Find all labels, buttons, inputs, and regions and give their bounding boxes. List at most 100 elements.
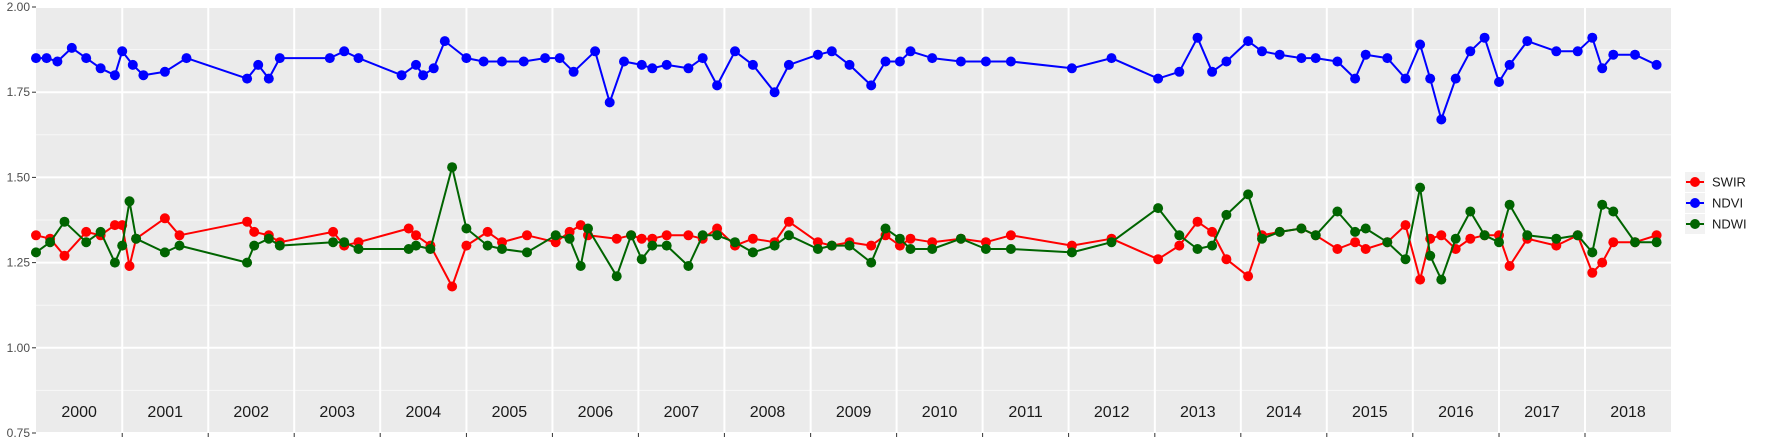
year-label: 2016 [1438, 404, 1474, 421]
data-point-ndvi [396, 70, 407, 81]
data-point-ndwi [1504, 199, 1515, 210]
data-point-swir [1608, 237, 1619, 248]
data-point-ndwi [1415, 182, 1426, 193]
data-point-swir [159, 213, 170, 224]
data-point-ndvi [1274, 49, 1285, 60]
data-point-swir [1332, 244, 1343, 254]
data-point-ndwi [1551, 233, 1562, 244]
data-point-ndvi [826, 46, 837, 57]
data-point-ndvi [1425, 73, 1436, 84]
data-point-swir [1360, 244, 1371, 254]
data-point-ndwi [249, 240, 260, 251]
data-point-ndvi [52, 56, 63, 67]
grid-minor [36, 49, 1671, 391]
data-point-ndwi [1174, 230, 1185, 241]
data-point-swir [1651, 230, 1662, 241]
data-point-ndwi [1310, 230, 1321, 241]
data-point-ndwi [812, 244, 823, 254]
data-point-ndwi [411, 240, 421, 251]
data-point-swir [174, 230, 185, 241]
data-point-ndvi [1153, 73, 1164, 84]
data-point-ndwi [95, 226, 106, 237]
data-point-ndwi [1332, 206, 1343, 217]
data-point-ndwi [611, 271, 622, 282]
legend-item-ndvi: NDVI [1685, 193, 1743, 213]
data-point-ndwi [263, 233, 274, 244]
data-point-ndvi [1494, 77, 1504, 87]
data-point-ndvi [81, 53, 92, 64]
data-point-ndvi [1651, 59, 1662, 70]
data-point-ndwi [1630, 237, 1640, 248]
data-point-ndvi [353, 53, 364, 64]
year-label: 2002 [233, 404, 269, 421]
data-point-ndvi [1005, 56, 1016, 67]
legend-key-point [1690, 219, 1700, 229]
data-point-ndvi [41, 53, 52, 64]
y-tick-label: 1.25 [7, 256, 31, 270]
data-point-ndvi [712, 80, 723, 91]
data-point-swir [550, 237, 561, 248]
data-point-ndwi [59, 216, 70, 227]
data-point-ndvi [1504, 59, 1515, 70]
data-point-swir [1192, 216, 1203, 227]
data-point-ndvi [478, 56, 489, 67]
data-point-swir [647, 233, 658, 244]
data-point-ndvi [1360, 49, 1371, 60]
year-label: 2000 [61, 404, 97, 421]
data-point-ndvi [1207, 66, 1218, 77]
data-point-ndwi [1257, 233, 1267, 244]
data-point-ndvi [1174, 66, 1185, 77]
data-point-ndwi [131, 233, 142, 244]
data-point-swir [1005, 230, 1016, 241]
data-point-ndvi [324, 53, 335, 64]
series-ndvi [31, 32, 1662, 125]
data-point-ndwi [1350, 226, 1361, 237]
data-point-ndvi [253, 59, 264, 70]
data-point-ndwi [31, 247, 41, 258]
data-point-ndvi [866, 80, 877, 91]
data-point-ndwi [647, 240, 658, 251]
data-point-ndvi [783, 59, 794, 70]
data-point-swir [1504, 261, 1515, 271]
data-point-swir [403, 223, 414, 234]
year-label: 2004 [406, 404, 442, 421]
data-point-ndvi [1587, 32, 1598, 43]
data-point-ndwi [583, 223, 593, 234]
data-point-ndwi [564, 233, 575, 244]
grid-major [36, 6, 1671, 434]
data-point-ndwi [461, 223, 472, 234]
data-point-ndwi [575, 261, 586, 271]
data-point-ndvi [1332, 56, 1343, 67]
data-point-swir [124, 261, 135, 271]
data-point-ndvi [1350, 73, 1361, 84]
data-point-ndwi [81, 237, 92, 248]
legend-label: NDVI [1712, 196, 1743, 211]
data-point-ndwi [1651, 237, 1662, 248]
data-point-swir [411, 230, 421, 241]
data-point-ndwi [1207, 240, 1218, 251]
data-point-ndwi [1400, 254, 1411, 265]
year-label: 2001 [147, 404, 183, 421]
data-point-ndwi [1608, 206, 1619, 217]
data-point-ndvi [905, 46, 916, 57]
data-point-ndwi [482, 240, 493, 251]
data-point-swir [447, 281, 458, 292]
data-point-swir [611, 233, 622, 244]
data-point-ndvi [880, 56, 891, 67]
data-point-ndvi [1221, 56, 1232, 67]
data-point-ndwi [927, 244, 938, 254]
data-point-ndvi [263, 73, 274, 84]
data-point-ndwi [826, 240, 837, 251]
data-point-ndwi [1425, 250, 1436, 261]
data-point-swir [894, 240, 905, 251]
data-point-ndvi [1436, 114, 1447, 125]
data-point-swir [1350, 237, 1361, 248]
data-point-ndwi [159, 247, 170, 258]
data-point-ndvi [1630, 49, 1640, 60]
year-label: 2011 [1008, 404, 1043, 421]
data-point-ndwi [274, 240, 285, 251]
data-point-ndwi [1436, 274, 1447, 285]
data-point-ndvi [661, 59, 672, 70]
data-point-swir [242, 216, 253, 227]
data-point-ndvi [95, 63, 106, 74]
